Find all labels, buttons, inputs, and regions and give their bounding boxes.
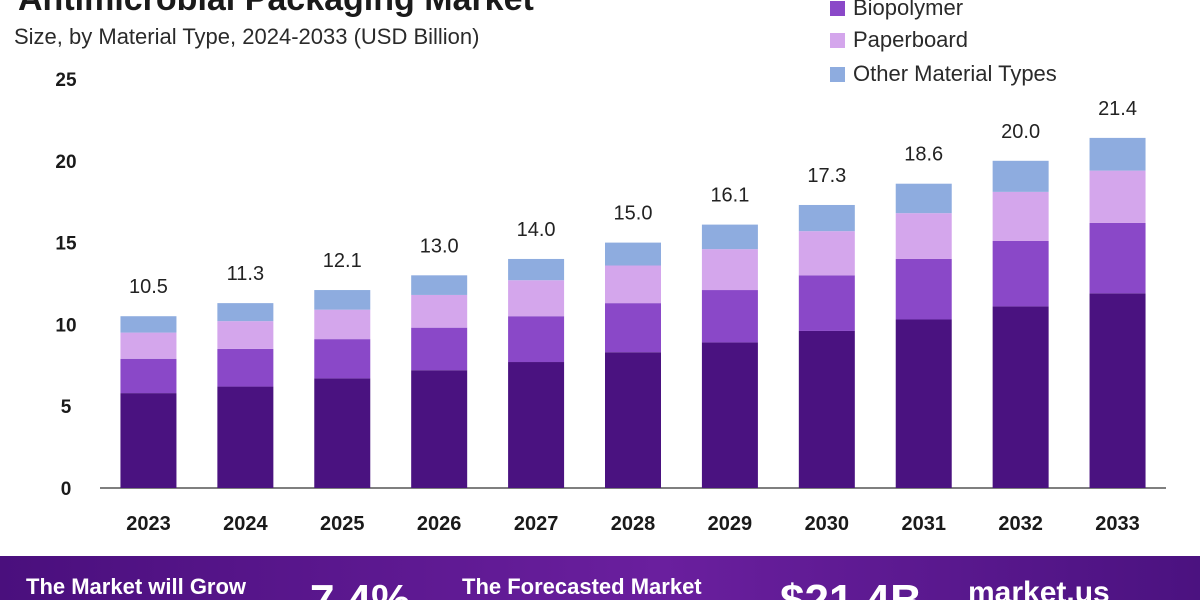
bar-segment-3-2026 [411, 275, 468, 295]
x-axis-ticks: 2023 2024 2025 2026 2027 2028 2029 2030 2031 2032… [126, 513, 1140, 535]
y-tick-label: 10 [55, 315, 76, 336]
total-label-2028: 15.0 [614, 203, 653, 225]
total-label-2023: 10.5 [129, 276, 168, 298]
legend-label-other: Other Material Types [853, 61, 1057, 86]
total-label-2031: 18.6 [904, 144, 943, 166]
bar-segment-0-2033 [1089, 293, 1146, 488]
bar-segment-1-2033 [1089, 222, 1146, 294]
y-tick-label: 20 [55, 152, 76, 173]
bar-segment-3-2027 [508, 258, 565, 281]
total-label-2029: 16.1 [710, 185, 749, 207]
bar-segment-3-2033 [1089, 137, 1146, 171]
bar-segment-3-2028 [605, 242, 661, 266]
y-tick-label: 15 [55, 234, 77, 255]
banner-forecast-label: The Forecasted Market [462, 574, 702, 599]
bar-segment-0-2026 [411, 370, 468, 488]
bar-segment-3-2030 [798, 204, 855, 232]
bar-segment-2-2028 [605, 265, 661, 304]
bar-segment-0-2024 [217, 386, 274, 488]
legend-item-paperboard: Paperboard [830, 26, 968, 54]
bar-segment-2-2023 [120, 332, 177, 359]
legend-swatch-other [830, 66, 845, 82]
bar-segment-2-2024 [217, 321, 274, 349]
x-tick-label-2029: 2029 [708, 513, 753, 535]
x-tick-label-2032: 2032 [998, 513, 1043, 535]
bar-segment-0-2029 [701, 342, 758, 488]
bar-segment-0-2027 [508, 362, 565, 488]
bar-segment-0-2030 [798, 330, 855, 488]
bar-segment-1-2026 [411, 327, 468, 371]
bar-segment-2-2029 [701, 249, 758, 291]
bar-segment-2-2031 [895, 213, 952, 259]
bar-segment-2-2030 [798, 231, 855, 276]
bar-segment-0-2031 [895, 319, 952, 488]
bar-segment-2-2025 [314, 309, 371, 340]
bar-segment-3-2025 [314, 290, 371, 310]
bar-segment-2-2032 [992, 191, 1049, 241]
x-tick-label-2023: 2023 [126, 513, 171, 535]
bottom-banner: The Market will Grow 7.4% The Forecasted… [0, 556, 1200, 600]
x-tick-label-2025: 2025 [320, 513, 365, 535]
x-tick-label-2031: 2031 [901, 513, 946, 535]
x-tick-label-2026: 2026 [417, 513, 462, 535]
bar-segment-3-2029 [701, 224, 758, 250]
bar-segment-1-2032 [992, 240, 1049, 307]
total-label-2033: 21.4 [1098, 98, 1137, 120]
chart-subtitle: Size, by Material Type, 2024-2033 (USD B… [14, 24, 480, 49]
x-tick-label-2027: 2027 [514, 513, 559, 535]
bar-segment-1-2023 [120, 358, 177, 394]
total-label-2030: 17.3 [807, 165, 846, 187]
bar-segment-1-2024 [217, 348, 274, 387]
x-tick-label-2030: 2030 [805, 513, 850, 535]
bar-segment-3-2031 [895, 183, 952, 214]
bars [120, 137, 1146, 488]
y-tick-label: 25 [55, 70, 77, 91]
bar-segment-2-2027 [508, 280, 565, 317]
legend-item-biopolymer: Biopolymer [830, 0, 963, 22]
legend-label-paperboard: Paperboard [853, 27, 968, 52]
bar-segment-2-2033 [1089, 170, 1146, 223]
bar-segment-1-2027 [508, 316, 565, 363]
total-label-2032: 20.0 [1001, 121, 1040, 143]
total-label-2025: 12.1 [323, 250, 362, 272]
x-tick-label-2033: 2033 [1095, 513, 1140, 535]
total-label-2026: 13.0 [420, 235, 459, 257]
bar-segment-3-2032 [992, 160, 1049, 192]
bar-segment-1-2025 [314, 339, 371, 379]
banner-brand: market.us [968, 576, 1110, 600]
x-tick-label-2024: 2024 [223, 513, 268, 535]
total-labels: 10.5 11.3 12.1 13.0 14.0 15.0 16.1 17.3 18.6 20.0… [129, 98, 1137, 298]
legend-item-other: Other Material Types [830, 60, 1057, 88]
bar-segment-0-2028 [605, 352, 661, 488]
banner-grow-label: The Market will Grow [26, 574, 247, 599]
bar-segment-1-2030 [798, 275, 855, 331]
legend-swatch-paperboard [830, 32, 845, 48]
y-axis-ticks: 0 5 10 15 20 25 [55, 70, 77, 500]
banner-forecast-value: $21.4B [780, 576, 922, 600]
bar-segment-0-2032 [992, 306, 1049, 488]
banner-cagr-value: 7.4% [310, 576, 410, 600]
legend-label-biopolymer: Biopolymer [853, 0, 964, 20]
bar-segment-3-2023 [120, 316, 177, 333]
chart-title: Antimicrobial Packaging Market [18, 0, 534, 19]
bar-segment-2-2026 [411, 294, 468, 328]
bar-segment-3-2024 [217, 303, 274, 322]
y-tick-label: 0 [61, 479, 72, 500]
total-label-2024: 11.3 [227, 263, 264, 285]
bar-segment-1-2031 [895, 258, 952, 320]
x-tick-label-2028: 2028 [611, 513, 656, 535]
bar-segment-1-2028 [605, 303, 661, 353]
legend-swatch-biopolymer [830, 0, 845, 16]
bar-segment-0-2025 [314, 378, 371, 488]
bar-segment-1-2029 [701, 290, 758, 343]
y-tick-label: 5 [61, 397, 72, 418]
total-label-2027: 14.0 [517, 219, 556, 241]
bar-segment-0-2023 [120, 393, 177, 488]
